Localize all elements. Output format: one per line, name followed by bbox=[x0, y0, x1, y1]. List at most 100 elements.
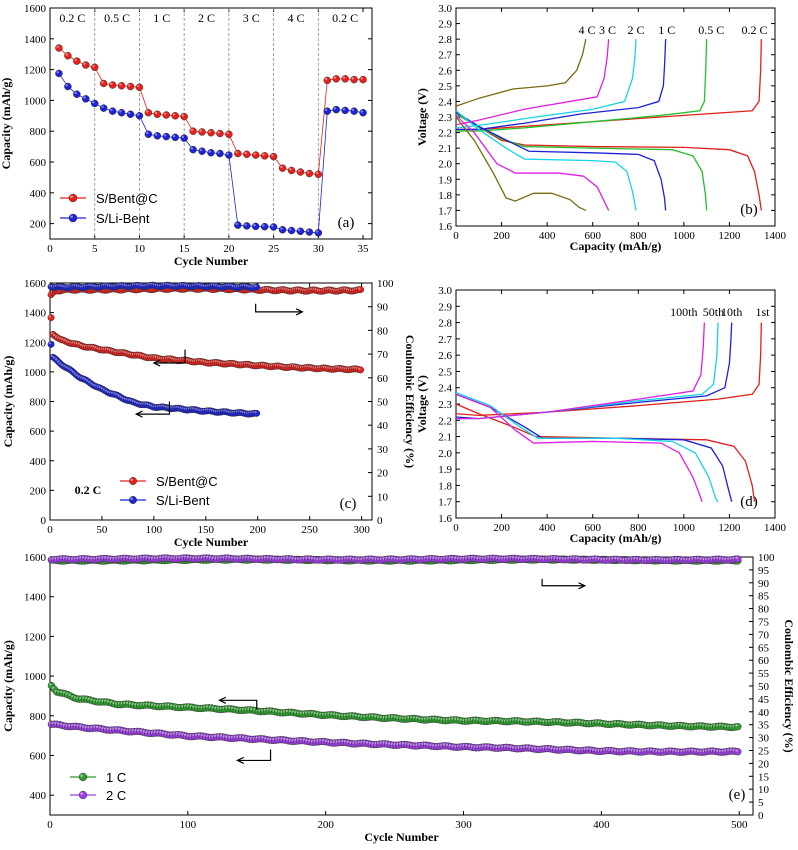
data-point-highlight bbox=[199, 148, 203, 152]
data-point bbox=[216, 149, 224, 158]
y-tick-label: 1.7 bbox=[438, 497, 452, 509]
y2-tick-label: 20 bbox=[377, 468, 389, 480]
data-point bbox=[90, 99, 99, 108]
data-point bbox=[323, 76, 332, 85]
legend-label: S/Li-Bent bbox=[96, 211, 150, 226]
arrow-right bbox=[541, 578, 585, 587]
x-tick-label: 1400 bbox=[764, 522, 787, 534]
x-tick-label: 200 bbox=[317, 819, 334, 831]
y2-tick-label: 5 bbox=[758, 797, 764, 809]
data-point-highlight bbox=[56, 71, 59, 74]
arrow-left-head bbox=[134, 410, 143, 418]
x-tick-label: 400 bbox=[539, 230, 556, 242]
data-point bbox=[243, 150, 251, 159]
legend-marker-highlight bbox=[70, 195, 73, 199]
capacity-point-highlight bbox=[57, 360, 60, 363]
y-tick-label: 600 bbox=[30, 750, 47, 762]
panel-b-voltage-profiles-rate: 0 200 400 600 800 1000 1200 1400 1.6 1.7 1.8 1.9 2.0… bbox=[415, 3, 787, 253]
data-point-highlight bbox=[217, 151, 220, 154]
rate-label: 0.2 C bbox=[332, 11, 358, 25]
data-point-highlight bbox=[342, 107, 346, 111]
legend-marker-highlight bbox=[130, 478, 133, 481]
x-tick-label: 800 bbox=[630, 230, 647, 242]
data-point bbox=[350, 107, 358, 115]
curve-label: 100th bbox=[670, 305, 697, 319]
y-tick-label: 600 bbox=[30, 157, 47, 169]
data-point bbox=[243, 222, 251, 230]
curve-label: 1 C bbox=[658, 23, 675, 37]
data-point bbox=[359, 75, 367, 84]
data-point-highlight bbox=[306, 171, 310, 174]
y2-tick-label: 55 bbox=[758, 668, 770, 680]
x-tick-label: 1400 bbox=[764, 230, 787, 242]
charge-curve bbox=[455, 322, 733, 420]
charge-curve bbox=[455, 39, 637, 129]
y-tick-label: 1.8 bbox=[438, 480, 452, 492]
data-point bbox=[126, 82, 135, 91]
capacity-point bbox=[253, 409, 261, 417]
y-tick-label: 400 bbox=[30, 188, 47, 200]
panel-label: (b) bbox=[740, 202, 758, 218]
curve-label: 0.5 C bbox=[698, 23, 724, 37]
charge-curve bbox=[455, 39, 587, 107]
y2-tick-label: 10 bbox=[377, 491, 389, 503]
data-point-highlight bbox=[351, 108, 355, 112]
discharge-curve bbox=[455, 113, 708, 211]
x-tick-label: 0 bbox=[47, 524, 53, 536]
data-point bbox=[332, 75, 340, 83]
data-point-highlight bbox=[315, 171, 319, 175]
capacity-point-highlight bbox=[71, 695, 74, 698]
data-point-highlight bbox=[163, 112, 167, 116]
y2-tick-label: 95 bbox=[758, 565, 770, 577]
capacity-point bbox=[47, 314, 55, 322]
data-point bbox=[278, 226, 287, 234]
data-point-highlight bbox=[297, 228, 301, 232]
y2-tick-label: 0 bbox=[758, 810, 764, 822]
x-tick-label: 400 bbox=[593, 819, 610, 831]
y-tick-label: 2.9 bbox=[438, 301, 452, 313]
y-tick-label: 2.2 bbox=[438, 128, 452, 140]
data-point bbox=[162, 132, 171, 141]
panel-label: (e) bbox=[729, 787, 746, 803]
charge-curve bbox=[455, 39, 610, 126]
x-tick-label: 800 bbox=[630, 522, 647, 534]
legend-label: S/Li-Bent bbox=[156, 493, 210, 508]
y-tick-label: 200 bbox=[30, 219, 47, 231]
data-point bbox=[350, 75, 358, 84]
data-point bbox=[117, 82, 126, 90]
y2-tick-label: 75 bbox=[758, 617, 770, 629]
data-point-highlight bbox=[190, 128, 194, 132]
y-axis-label: Capacity (mAh/g) bbox=[0, 78, 13, 170]
data-point-highlight bbox=[101, 81, 104, 84]
data-point bbox=[332, 105, 340, 114]
y2-tick-label: 90 bbox=[377, 302, 389, 314]
x-tick-label: 25 bbox=[268, 243, 280, 255]
x-tick-label: 300 bbox=[353, 524, 370, 536]
data-point bbox=[90, 63, 99, 72]
data-point-highlight bbox=[226, 131, 229, 135]
x-tick-label: 600 bbox=[584, 522, 601, 534]
data-point bbox=[82, 95, 90, 103]
capacity-point-highlight bbox=[735, 749, 738, 752]
data-point bbox=[234, 221, 242, 229]
data-point bbox=[135, 83, 144, 92]
x-axis-label: Capacity (mAh/g) bbox=[570, 531, 662, 545]
data-point bbox=[198, 128, 206, 136]
y2-tick-label: 100 bbox=[377, 278, 394, 290]
data-point-highlight bbox=[253, 152, 256, 156]
data-point-highlight bbox=[65, 53, 68, 56]
charge-curve bbox=[456, 322, 706, 420]
data-point-highlight bbox=[154, 133, 158, 136]
curve-label: 3 C bbox=[599, 23, 616, 37]
y2-tick-label: 30 bbox=[758, 733, 770, 745]
rate-label: 4 C bbox=[287, 11, 304, 25]
data-point bbox=[180, 134, 188, 142]
y-tick-label: 2.7 bbox=[438, 50, 452, 62]
capacity-point-highlight bbox=[48, 315, 52, 318]
rate-label: 3 C bbox=[243, 11, 260, 25]
data-point bbox=[99, 79, 108, 88]
capacity-point-highlight bbox=[55, 358, 58, 361]
data-point-highlight bbox=[306, 229, 310, 233]
capacity-point-highlight bbox=[62, 691, 66, 694]
data-point-highlight bbox=[351, 77, 355, 80]
